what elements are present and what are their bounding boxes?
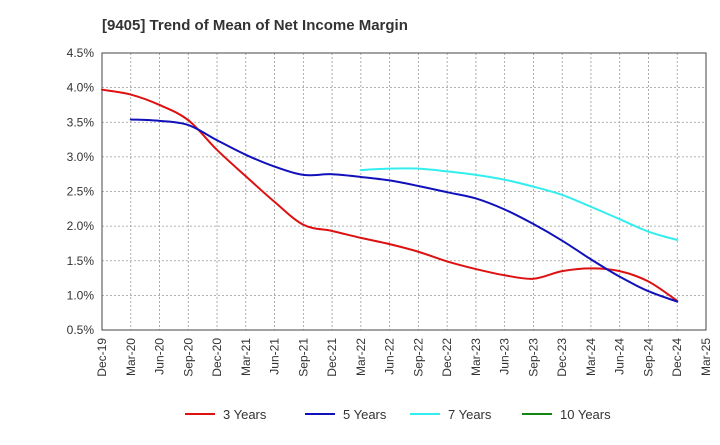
grid <box>101 52 707 331</box>
legend-item-3-years: 3 Years <box>185 407 267 422</box>
x-tick-label: Jun-22 <box>383 338 397 375</box>
x-tick-label: Mar-20 <box>124 338 138 376</box>
y-tick-label: 4.5% <box>67 46 95 60</box>
y-tick-label: 1.0% <box>67 288 95 302</box>
y-tick-label: 3.5% <box>67 115 95 129</box>
y-axis-ticks: 0.5% 1.0% 1.5% 2.0% 2.5% 3.0% 3.5% 4.0% 4.5% <box>67 46 95 337</box>
x-tick-label: Dec-22 <box>440 338 454 377</box>
x-tick-label: Dec-21 <box>325 338 339 377</box>
series-line-7-years <box>359 167 679 241</box>
legend-label: 7 Years <box>448 407 492 422</box>
legend-item-10-years: 10 Years <box>522 407 611 422</box>
x-tick-label: Jun-21 <box>268 338 282 375</box>
x-tick-label: Dec-24 <box>670 338 684 377</box>
x-tick-label: Mar-23 <box>469 338 483 376</box>
x-tick-label: Sep-23 <box>526 338 540 377</box>
x-tick-label: Sep-24 <box>641 338 655 377</box>
x-tick-label: Jun-24 <box>613 338 627 375</box>
plot-area <box>101 52 707 331</box>
legend-label: 10 Years <box>560 407 611 422</box>
x-tick-label: Sep-21 <box>296 338 310 377</box>
legend: 3 Years 5 Years 7 Years 10 Years <box>185 407 611 422</box>
x-tick-label: Jun-20 <box>153 338 167 375</box>
y-tick-label: 2.5% <box>67 185 95 199</box>
legend-item-5-years: 5 Years <box>305 407 387 422</box>
x-tick-label: Mar-25 <box>699 338 713 376</box>
x-tick-label: Mar-24 <box>584 338 598 376</box>
x-tick-label: Jun-23 <box>498 338 512 375</box>
y-tick-label: 0.5% <box>67 323 95 337</box>
x-tick-label: Dec-20 <box>210 338 224 377</box>
y-tick-label: 1.5% <box>67 254 95 268</box>
x-tick-label: Dec-23 <box>555 338 569 377</box>
y-tick-label: 2.0% <box>67 219 95 233</box>
legend-label: 3 Years <box>223 407 267 422</box>
x-tick-label: Mar-21 <box>239 338 253 376</box>
chart-title: [9405] Trend of Mean of Net Income Margi… <box>102 17 408 34</box>
series-lines <box>101 88 679 303</box>
x-tick-label: Sep-22 <box>411 338 425 377</box>
x-axis-ticks: Dec-19 Mar-20 Jun-20 Sep-20 Dec-20 Mar-21 Jun-… <box>95 338 713 377</box>
x-tick-label: Mar-22 <box>354 338 368 376</box>
y-tick-label: 3.0% <box>67 150 95 164</box>
legend-label: 5 Years <box>343 407 387 422</box>
x-tick-label: Sep-20 <box>181 338 195 377</box>
legend-item-7-years: 7 Years <box>410 407 492 422</box>
x-tick-label: Dec-19 <box>95 338 109 377</box>
series-line-5-years <box>129 118 679 303</box>
y-tick-label: 4.0% <box>67 81 95 95</box>
